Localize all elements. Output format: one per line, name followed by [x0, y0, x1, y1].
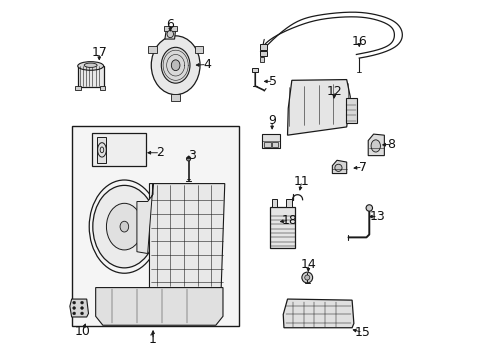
- Bar: [194, 45, 203, 53]
- Bar: [286, 199, 291, 207]
- Ellipse shape: [73, 312, 76, 315]
- Ellipse shape: [120, 221, 128, 232]
- Ellipse shape: [167, 31, 173, 38]
- Text: 14: 14: [300, 258, 316, 271]
- Ellipse shape: [151, 36, 200, 95]
- Bar: [262, 134, 279, 148]
- Text: 12: 12: [326, 85, 342, 98]
- Text: 18: 18: [281, 214, 297, 227]
- Text: 16: 16: [351, 35, 366, 49]
- Polygon shape: [96, 288, 223, 325]
- Text: 9: 9: [267, 114, 276, 127]
- Bar: [259, 44, 266, 50]
- Polygon shape: [332, 160, 346, 174]
- Polygon shape: [367, 134, 384, 156]
- Polygon shape: [70, 299, 88, 317]
- Bar: [251, 68, 258, 72]
- Text: 10: 10: [74, 325, 90, 338]
- Polygon shape: [283, 299, 353, 328]
- Bar: [270, 207, 295, 248]
- Text: 11: 11: [293, 175, 309, 188]
- Bar: [148, 45, 156, 53]
- Ellipse shape: [78, 62, 103, 70]
- Ellipse shape: [161, 47, 190, 83]
- Bar: [259, 50, 266, 56]
- Polygon shape: [149, 184, 224, 288]
- Text: 15: 15: [354, 326, 370, 339]
- Text: 2: 2: [156, 146, 164, 159]
- Bar: [259, 57, 264, 62]
- Ellipse shape: [81, 301, 83, 304]
- Text: 3: 3: [188, 149, 196, 162]
- Polygon shape: [287, 80, 349, 135]
- Bar: [271, 199, 277, 207]
- Ellipse shape: [84, 63, 97, 67]
- Text: 1: 1: [149, 333, 157, 346]
- Ellipse shape: [93, 185, 156, 268]
- Polygon shape: [97, 137, 106, 163]
- Ellipse shape: [106, 203, 142, 250]
- Ellipse shape: [334, 164, 341, 171]
- Bar: [264, 142, 270, 147]
- Bar: [100, 86, 105, 90]
- Bar: [72, 126, 239, 326]
- Ellipse shape: [301, 272, 312, 283]
- Ellipse shape: [366, 205, 372, 211]
- Ellipse shape: [171, 60, 180, 71]
- Text: 4: 4: [203, 58, 210, 71]
- Text: 17: 17: [91, 46, 107, 59]
- Ellipse shape: [81, 307, 83, 310]
- Ellipse shape: [73, 301, 76, 304]
- Bar: [92, 134, 145, 166]
- Ellipse shape: [370, 140, 380, 152]
- Bar: [171, 94, 180, 101]
- Bar: [164, 26, 176, 31]
- Text: 5: 5: [268, 75, 277, 88]
- Text: 13: 13: [369, 210, 385, 223]
- Polygon shape: [164, 30, 175, 39]
- Ellipse shape: [81, 312, 83, 315]
- Ellipse shape: [186, 157, 190, 161]
- Ellipse shape: [73, 307, 76, 310]
- Bar: [345, 98, 356, 123]
- Text: 7: 7: [358, 161, 366, 174]
- Bar: [271, 142, 278, 147]
- Polygon shape: [137, 184, 153, 253]
- Bar: [78, 66, 103, 87]
- Text: 6: 6: [166, 18, 174, 31]
- Text: 8: 8: [386, 138, 395, 150]
- Ellipse shape: [304, 275, 309, 280]
- Bar: [75, 86, 81, 90]
